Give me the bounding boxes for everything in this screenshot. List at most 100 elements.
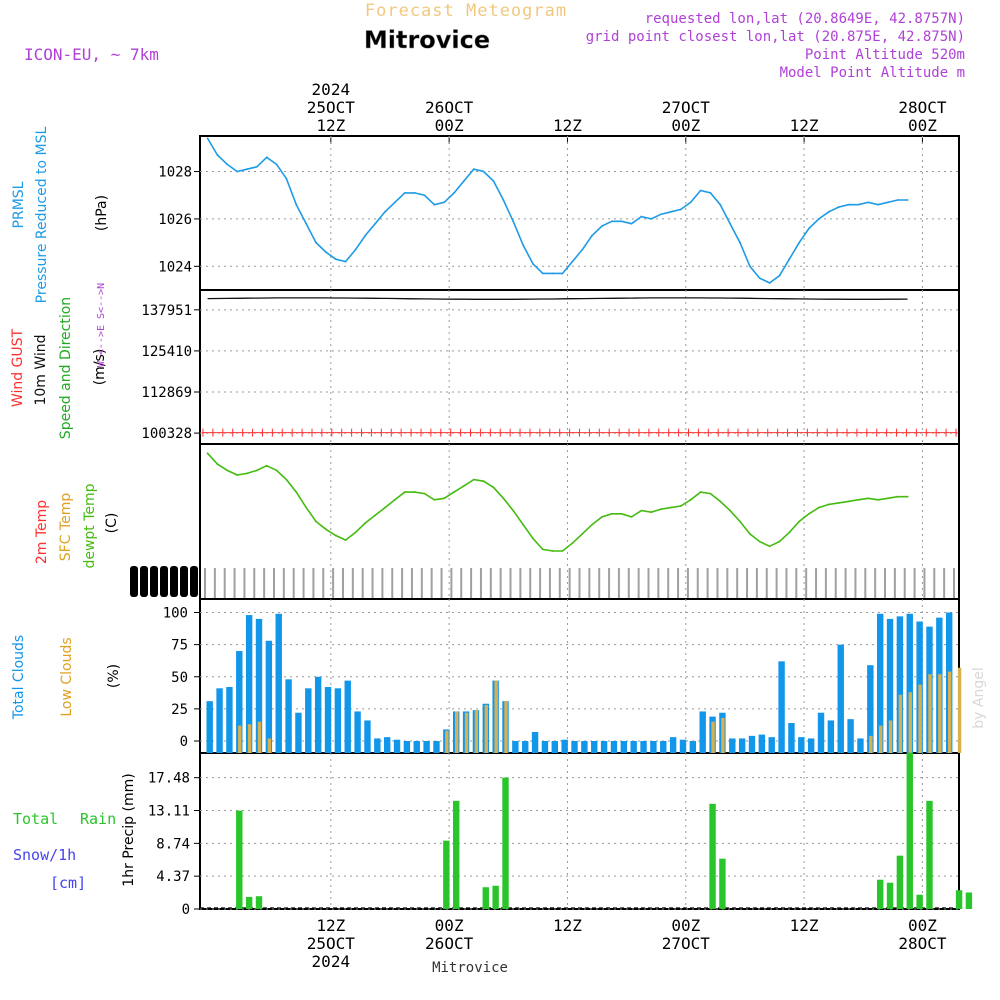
snow-unit-label: [cm] <box>50 874 86 892</box>
temp-tick-clutter <box>150 566 158 597</box>
total-clouds-bar <box>541 741 549 753</box>
wind-tick-label: 137951 <box>141 303 192 319</box>
total-clouds-bar <box>354 711 361 753</box>
pressure-point <box>877 203 879 206</box>
pressure-point <box>660 213 663 216</box>
pressure-series <box>206 137 909 284</box>
snow-label: Snow/1h <box>13 846 76 864</box>
total-clouds-bar <box>699 711 706 753</box>
dewpoint-point <box>394 498 396 501</box>
total-clouds-bar <box>689 741 697 753</box>
dewpoint-point <box>817 506 820 509</box>
total-clouds-bar <box>876 613 884 753</box>
temp-sfc-label: SFC Temp <box>58 493 74 562</box>
pressure-line <box>206 137 908 284</box>
dewpoint-point <box>275 469 278 472</box>
pressure-point <box>827 210 830 213</box>
pressure-point <box>679 208 682 211</box>
rain-bar <box>453 800 460 909</box>
pressure-point <box>768 281 771 284</box>
clouds-tick-label: 75 <box>171 638 188 654</box>
temp-labels: 2m Temp SFC Temp dewpt Temp (C) <box>34 483 120 568</box>
pressure-point <box>837 206 840 208</box>
total-clouds-bar <box>433 741 440 753</box>
pressure-point <box>817 218 820 220</box>
model-label: ICON-EU, ~ 7km <box>24 45 159 64</box>
bottom-time-label: 28OCT <box>898 934 947 953</box>
pressure-point <box>236 170 239 173</box>
pressure-point <box>699 189 702 192</box>
dewpoint-point <box>847 500 850 503</box>
temp-tick-clutter <box>160 566 168 597</box>
total-clouds-bar <box>305 688 312 753</box>
rain-bar <box>965 892 973 909</box>
wind-unit: (m/s) <box>92 349 108 386</box>
pressure-point <box>808 227 810 230</box>
clouds-series <box>206 612 962 753</box>
total-clouds-bar <box>413 741 420 753</box>
pressure-point <box>847 203 850 206</box>
dewpoint-point <box>443 497 446 500</box>
pressure-point <box>857 203 860 206</box>
dewpoint-point <box>265 464 268 467</box>
precip-unit: 1hr Precip (mm) <box>121 773 137 886</box>
dewpoint-point <box>492 486 495 489</box>
dewpoint-point <box>709 492 712 495</box>
dewpoint-point <box>216 463 219 466</box>
dewpoint-point <box>246 472 248 475</box>
low-clouds-bar <box>267 738 272 753</box>
low-clouds-bar <box>957 667 962 753</box>
dewpoint-point <box>739 520 741 523</box>
pressure-point <box>867 201 870 204</box>
wind-labels: Wind GUST 10m Wind Speed and Direction (… <box>10 283 108 439</box>
total-clouds-bar <box>285 679 292 753</box>
top-time-label: 00Z <box>908 116 937 135</box>
dewpoint-point <box>660 508 663 510</box>
dewpoint-point <box>768 545 771 548</box>
total-clouds-bar <box>788 723 795 753</box>
dewpoint-point <box>522 523 524 526</box>
pressure-point <box>403 191 406 194</box>
compass-label: W <-->E S<-->N <box>96 283 107 367</box>
pressure-tick-label: 1026 <box>158 212 192 228</box>
y-tick-labels: 1024 1026 1028 100328 112869 125410 137951 0 25 5… <box>141 165 200 918</box>
rain-bar <box>236 810 243 909</box>
pressure-point <box>561 272 564 275</box>
dewpoint-point <box>532 537 534 540</box>
pressure-point <box>719 203 722 206</box>
total-clouds-bar <box>600 741 608 753</box>
clouds-labels: Total Clouds Low Clouds (%) <box>11 635 122 720</box>
pressure-point <box>551 272 554 275</box>
dewpoint-point <box>857 498 860 501</box>
pressure-point <box>246 168 248 171</box>
pressure-point <box>532 263 534 265</box>
pressure-point <box>748 265 751 268</box>
meteogram-subtitle: Forecast Meteogram <box>365 1 567 21</box>
total-clouds-bar <box>324 687 332 753</box>
total-clouds-bar <box>886 618 894 753</box>
pressure-point <box>620 220 623 223</box>
low-clouds-bar <box>869 735 873 753</box>
pressure-point <box>610 220 613 223</box>
pressure-point <box>374 222 377 225</box>
dewpoint-point <box>808 512 810 515</box>
pressure-msl-label: Pressure Reduced to MSL <box>34 126 50 303</box>
dewpoint-point <box>788 531 791 534</box>
total-clouds-bar <box>748 735 756 753</box>
prmsl-label: PRMSL <box>11 181 27 228</box>
low-clouds-bar <box>928 674 932 753</box>
rain-bar <box>719 858 726 909</box>
rain-bar <box>492 885 499 909</box>
pressure-point <box>630 222 633 225</box>
watermark: by Angel <box>971 667 987 728</box>
low-clouds-bar <box>711 721 715 753</box>
total-clouds-bar <box>660 741 667 753</box>
requested-coords: requested lon,lat (20.8649E, 42.8757N) <box>645 11 965 27</box>
wind-dir-label: Speed and Direction <box>58 297 74 439</box>
low-clouds-bar <box>918 684 922 753</box>
dewpoint-point <box>581 533 584 535</box>
total-clouds-bar <box>236 651 243 753</box>
rain-bar <box>709 803 716 909</box>
total-clouds-bar <box>245 615 253 753</box>
